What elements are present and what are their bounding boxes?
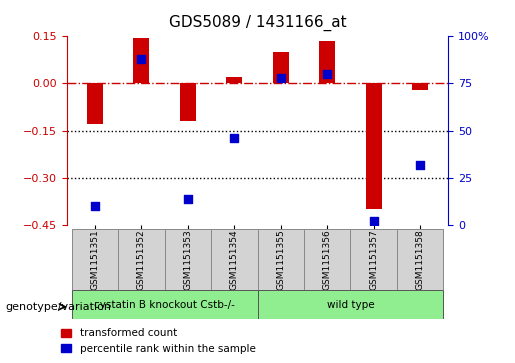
Bar <box>319 41 335 83</box>
Bar <box>272 52 289 83</box>
Text: GSM1151355: GSM1151355 <box>276 229 285 290</box>
Bar <box>133 38 149 83</box>
Point <box>91 203 99 209</box>
Bar <box>180 83 196 121</box>
Text: GSM1151353: GSM1151353 <box>183 229 192 290</box>
Point <box>416 162 424 168</box>
FancyBboxPatch shape <box>397 229 443 290</box>
Text: GDS5089 / 1431166_at: GDS5089 / 1431166_at <box>169 15 346 31</box>
Bar <box>226 77 243 83</box>
Text: GSM1151352: GSM1151352 <box>137 229 146 290</box>
FancyBboxPatch shape <box>350 229 397 290</box>
Point <box>137 56 145 62</box>
FancyBboxPatch shape <box>258 229 304 290</box>
FancyBboxPatch shape <box>118 229 165 290</box>
FancyBboxPatch shape <box>258 290 443 319</box>
Bar <box>366 83 382 209</box>
FancyBboxPatch shape <box>72 229 118 290</box>
Text: GSM1151351: GSM1151351 <box>90 229 99 290</box>
Bar <box>87 83 103 125</box>
Point <box>230 135 238 141</box>
FancyBboxPatch shape <box>211 229 258 290</box>
Point <box>370 219 378 224</box>
Point <box>323 71 331 77</box>
Legend: transformed count, percentile rank within the sample: transformed count, percentile rank withi… <box>57 324 260 358</box>
Text: cystatin B knockout Cstb-/-: cystatin B knockout Cstb-/- <box>94 300 235 310</box>
Text: GSM1151358: GSM1151358 <box>416 229 425 290</box>
Text: GSM1151357: GSM1151357 <box>369 229 378 290</box>
Point <box>184 196 192 201</box>
FancyBboxPatch shape <box>72 290 258 319</box>
FancyBboxPatch shape <box>304 229 350 290</box>
Bar <box>412 83 428 90</box>
Text: GSM1151354: GSM1151354 <box>230 229 239 290</box>
Text: genotype/variation: genotype/variation <box>5 302 111 312</box>
Text: GSM1151356: GSM1151356 <box>323 229 332 290</box>
Text: wild type: wild type <box>327 300 374 310</box>
FancyBboxPatch shape <box>165 229 211 290</box>
Point <box>277 75 285 81</box>
